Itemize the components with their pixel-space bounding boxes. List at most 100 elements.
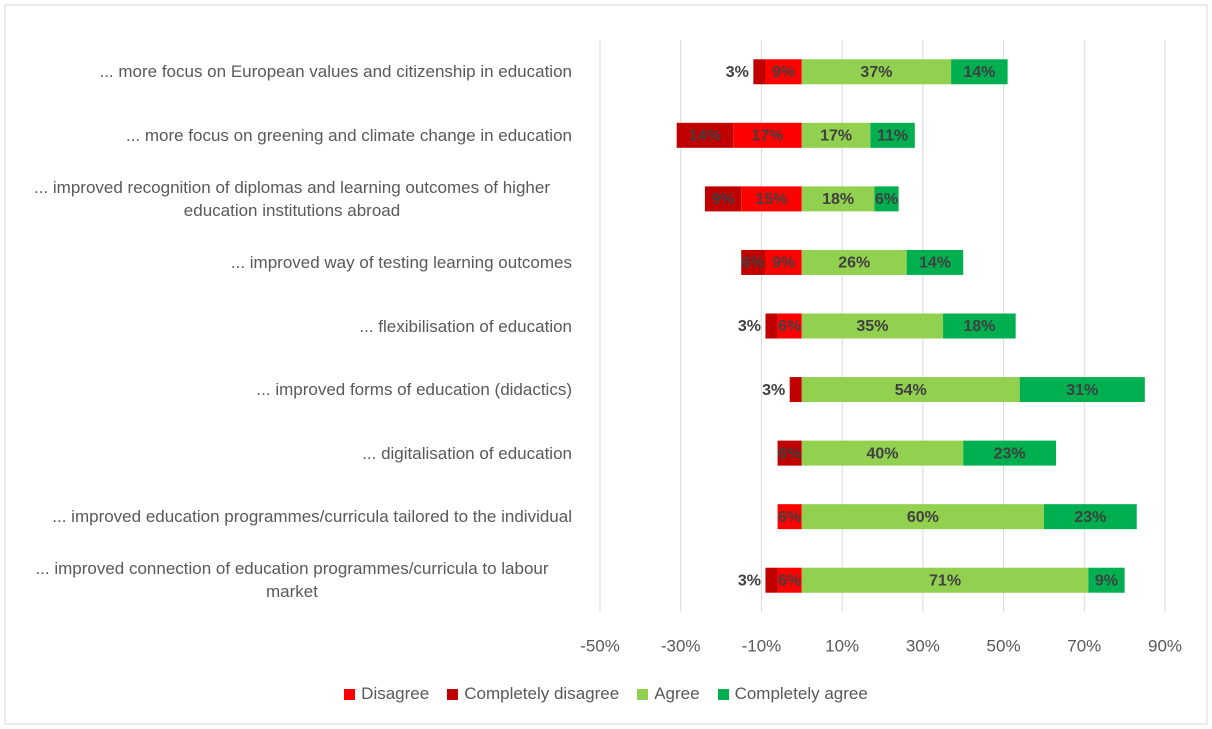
value-label: 6% — [778, 445, 801, 462]
bar-segment — [963, 440, 1057, 466]
legend-swatch — [717, 688, 729, 700]
value-label: 54% — [895, 382, 927, 399]
bar-segment — [801, 186, 875, 212]
bar-segment — [765, 249, 802, 275]
legend-swatch — [447, 688, 459, 700]
bar-segment — [733, 122, 802, 148]
bar-segment — [801, 122, 871, 148]
bar-segment — [1088, 567, 1125, 593]
bar-segment — [1019, 377, 1145, 403]
bar-segment — [676, 122, 734, 148]
bar-segment — [741, 186, 802, 212]
category-label: ... digitalisation of education — [12, 423, 572, 483]
value-label: 9% — [772, 64, 795, 81]
x-tick-label: 50% — [987, 636, 1021, 655]
chart-border — [4, 4, 1208, 725]
value-label: 6% — [778, 509, 801, 526]
value-label: 6% — [875, 191, 898, 208]
value-label: 15% — [756, 191, 788, 208]
bar-segment — [801, 313, 944, 339]
value-label: 3% — [738, 318, 761, 335]
legend: Disagree Completely disagree Agree Complete… — [0, 684, 1212, 704]
value-label: 6% — [742, 255, 765, 272]
legend-label: Completely agree — [734, 684, 868, 703]
category-text: ... more focus on greening and climate c… — [125, 125, 572, 145]
value-label: 14% — [963, 64, 995, 81]
value-label: 3% — [762, 382, 785, 399]
bar-segment — [943, 313, 1016, 339]
value-label: 3% — [738, 572, 761, 589]
bar-segment — [870, 122, 915, 148]
value-label: 6% — [778, 572, 801, 589]
value-label: 14% — [689, 128, 721, 145]
bar-segment — [765, 59, 802, 85]
category-label: ... more focus on European values and ci… — [12, 42, 572, 102]
value-label: 26% — [838, 255, 870, 272]
legend-label: Completely disagree — [464, 684, 620, 703]
value-label: 37% — [860, 64, 892, 81]
value-label: 18% — [822, 191, 854, 208]
legend-item: Completely disagree — [447, 684, 619, 704]
value-label: 60% — [907, 509, 939, 526]
bar-segment — [777, 313, 802, 339]
category-text: ... improved connection of education pro… — [35, 559, 549, 602]
legend-label: Disagree — [361, 684, 430, 703]
category-text: ... improved education programmes/curric… — [52, 507, 572, 527]
bar-segment — [777, 504, 802, 530]
value-label: 40% — [866, 445, 898, 462]
category-text: ... improved forms of education (didacti… — [256, 380, 572, 400]
category-label: ... improved education programmes/curric… — [12, 487, 572, 547]
legend-swatch — [344, 688, 356, 700]
x-tick-label: -10% — [742, 636, 782, 655]
category-label: ... improved forms of education (didacti… — [12, 360, 572, 420]
bar-segment — [789, 377, 802, 403]
bar-segment — [777, 567, 802, 593]
bar-segment — [777, 440, 802, 466]
bar-segment — [1043, 504, 1137, 530]
x-tick-label: -30% — [661, 636, 701, 655]
category-label: ... improved recognition of diplomas and… — [12, 169, 572, 229]
x-tick-label: 70% — [1067, 636, 1101, 655]
value-label: 11% — [877, 128, 908, 145]
bar-segment — [874, 186, 899, 212]
category-text: ... improved way of testing learning out… — [230, 252, 572, 272]
bar-segment — [801, 504, 1044, 530]
value-label: 31% — [1066, 382, 1098, 399]
x-tick-label: -50% — [580, 636, 620, 655]
bar-segment — [765, 567, 778, 593]
bar-segment — [951, 59, 1008, 85]
legend-swatch — [637, 688, 649, 700]
value-label: 18% — [963, 318, 995, 335]
bar-segment — [801, 249, 907, 275]
category-text: ... improved recognition of diplomas and… — [34, 177, 550, 220]
bar-segment — [753, 59, 766, 85]
legend-item: Agree — [637, 684, 700, 704]
category-label: ... flexibilisation of education — [12, 296, 572, 356]
value-label: 23% — [994, 445, 1026, 462]
value-label: 9% — [772, 255, 795, 272]
value-label: 71% — [929, 572, 961, 589]
bar-segment — [741, 249, 766, 275]
legend-item: Completely agree — [717, 684, 868, 704]
value-label: 17% — [820, 128, 852, 145]
value-label: 35% — [856, 318, 888, 335]
value-label: 23% — [1074, 509, 1106, 526]
value-label: 3% — [726, 64, 749, 81]
category-label: ... improved way of testing learning out… — [12, 232, 572, 292]
category-text: ... digitalisation of education — [362, 443, 572, 463]
category-label: ... more focus on greening and climate c… — [12, 105, 572, 165]
legend-item: Disagree — [344, 684, 429, 704]
value-label: 9% — [712, 191, 735, 208]
bar-segment — [906, 249, 964, 275]
bar-segment — [801, 377, 1020, 403]
bar-segment — [765, 313, 778, 339]
category-label: ... improved connection of education pro… — [12, 550, 572, 610]
x-tick-label: 90% — [1148, 636, 1182, 655]
bar-segment — [801, 59, 952, 85]
value-label: 9% — [1095, 572, 1118, 589]
bar-segment — [801, 440, 964, 466]
value-label: 6% — [778, 318, 801, 335]
value-label: 17% — [751, 128, 783, 145]
x-tick-label: 30% — [906, 636, 940, 655]
